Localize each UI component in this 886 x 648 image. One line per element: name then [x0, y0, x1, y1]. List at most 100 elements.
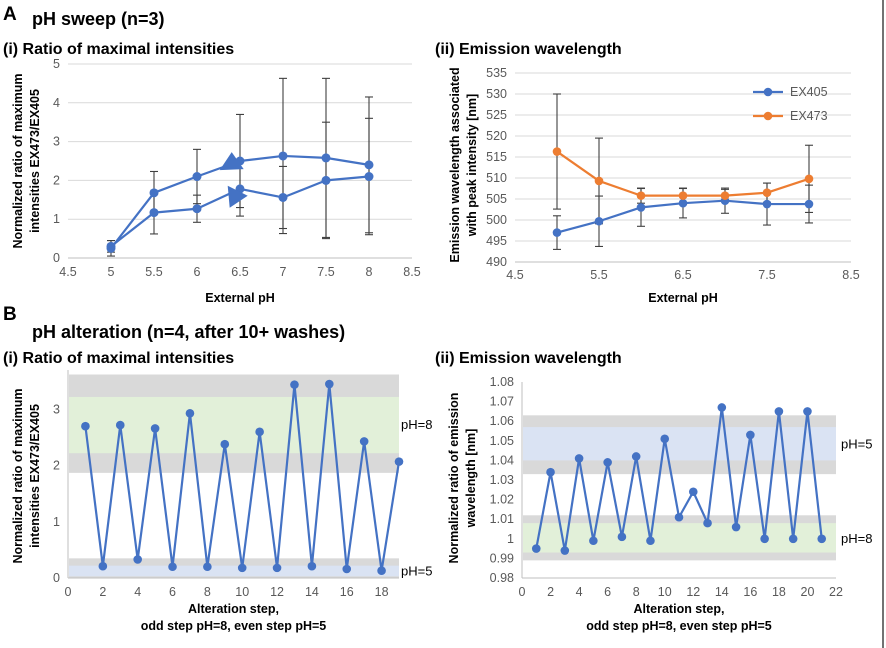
- y-axis-title-line: intensities EX473/EX405: [28, 404, 42, 548]
- series-wavelength-point: [646, 536, 655, 546]
- y-tick-label: 1: [53, 212, 60, 226]
- chart-ratio-ph-sweep: 0 1 2 3 4 5 4.5 5 5.5 6 6.5 7 7.5 8 8.5 External pH Norm…: [11, 57, 421, 305]
- x-tick-label: 0: [65, 585, 72, 599]
- reference-band: [523, 427, 836, 461]
- series-ratio-point: [185, 408, 195, 418]
- panel-b-i-subtitle: (i) Ratio of maximal intensities: [3, 350, 234, 367]
- legend-swatch-point: [763, 87, 773, 97]
- series-wavelength-point: [703, 518, 712, 528]
- panel-a-title: pH sweep (n=3): [32, 9, 165, 29]
- x-tick-label: 0: [519, 585, 526, 599]
- series-ex473-point: [594, 176, 604, 186]
- panel-b-letter: B: [3, 304, 17, 325]
- x-tick-label: 4.5: [506, 268, 523, 282]
- x-tick-label: 18: [375, 585, 389, 599]
- series-wavelength-point: [731, 522, 741, 532]
- series-wavelength-point: [574, 454, 584, 463]
- y-tick-label: 0: [53, 251, 60, 265]
- x-axis-title-line: odd step pH=8, even step pH=5: [586, 619, 772, 633]
- y-axis-title: Emission wavelength associated with peak …: [448, 67, 479, 262]
- series-ratio-point: [394, 457, 404, 466]
- series-lower-point: [149, 208, 159, 218]
- x-tick-label: 6: [194, 265, 201, 279]
- x-tick-label: 16: [340, 585, 354, 599]
- series-ratio-point: [237, 563, 247, 573]
- x-axis-title-line: odd step pH=8, even step pH=5: [141, 619, 327, 633]
- x-tick-label: 14: [715, 585, 729, 599]
- y-tick-label: 510: [486, 171, 507, 185]
- legend-label: EX473: [790, 109, 828, 123]
- y-tick-label: 490: [486, 255, 507, 269]
- x-tick-label: 4: [134, 585, 141, 599]
- y-tick-label: 2: [53, 173, 60, 187]
- series-wavelength-point: [674, 512, 684, 522]
- series-ratio-point: [359, 437, 369, 446]
- reference-band: [523, 523, 836, 553]
- panel-b-title: pH alteration (n=4, after 10+ washes): [32, 322, 345, 342]
- x-tick-label: 6: [169, 585, 176, 599]
- band-label-ph8: pH=8: [401, 417, 432, 432]
- y-axis-title-line: Normalized ratio of emission: [447, 393, 461, 564]
- x-tick-label: 10: [235, 585, 249, 599]
- x-tick-label: 4.5: [59, 265, 76, 279]
- series-ex473-point: [552, 147, 562, 156]
- series-ratio-point: [220, 439, 230, 449]
- series-wavelength-point: [774, 407, 784, 416]
- series-ratio-point: [168, 562, 177, 572]
- x-tick-label: 7.5: [758, 268, 775, 282]
- x-tick-label: 4: [576, 585, 583, 599]
- series-ex473-point: [762, 188, 772, 197]
- series-ratio-point: [307, 561, 317, 571]
- series-lower-point: [192, 204, 202, 214]
- series-ex473-point: [720, 191, 730, 200]
- y-tick-label: 1.04: [490, 453, 514, 467]
- y-tick-label: 5: [53, 57, 60, 71]
- band-label-ph5: pH=5: [401, 563, 432, 578]
- y-tick-label: 1.07: [490, 395, 514, 409]
- direction-arrow-up: [219, 152, 244, 171]
- y-axis-title-line: Normalized ratio of maximum: [11, 388, 25, 563]
- x-tick-label: 10: [658, 585, 672, 599]
- series-ex473-point: [678, 191, 688, 200]
- y-tick-label: 525: [486, 108, 507, 122]
- y-tick-label: 535: [486, 66, 507, 80]
- y-tick-label: 4: [53, 96, 60, 110]
- y-axis-title: Normalized ratio of maximum intensities E…: [11, 73, 42, 248]
- x-tick-label: 6.5: [231, 265, 248, 279]
- series-upper-point: [321, 153, 331, 163]
- y-tick-label: 495: [486, 234, 507, 248]
- x-tick-label: 8: [366, 265, 373, 279]
- x-tick-label: 20: [801, 585, 815, 599]
- x-tick-label: 7.5: [317, 265, 334, 279]
- y-tick-label: 3: [53, 402, 60, 416]
- series-ex405-point: [678, 198, 688, 208]
- y-tick-label: 2: [53, 459, 60, 473]
- series-wavelength-point: [589, 536, 598, 546]
- y-axis-title: Normalized ratio of emission wavelength […: [447, 393, 478, 564]
- series-upper-point: [149, 188, 159, 198]
- y-axis-title: Normalized ratio of maximum intensities E…: [11, 388, 42, 563]
- band-label-ph8: pH=8: [841, 531, 872, 546]
- series-ex405-point: [804, 199, 814, 209]
- y-tick-label: 1.03: [490, 473, 514, 487]
- series-wavelength-point: [803, 407, 812, 416]
- x-tick-label: 2: [99, 585, 106, 599]
- series-ratio-point: [150, 424, 160, 433]
- series-ratio-point: [272, 563, 282, 573]
- x-tick-label: 16: [743, 585, 757, 599]
- panel-b-ii-subtitle: (ii) Emission wavelength: [435, 350, 622, 367]
- y-tick-label: 1.02: [490, 493, 514, 507]
- series-wavelength-point: [717, 403, 727, 412]
- series-ex473-point: [636, 191, 646, 200]
- x-tick-label: 8.5: [842, 268, 859, 282]
- series-ex405-point: [552, 228, 562, 237]
- x-tick-label: 12: [686, 585, 700, 599]
- y-tick-label: 1.05: [490, 434, 514, 448]
- series-ratio-point: [133, 555, 142, 564]
- y-axis-title-line: intensities EX473/EX405: [28, 89, 42, 233]
- chart-wavelength-ph-sweep: 490 495 500 505 510 515 520 525 530 535 4.5 5.5 6.5 7…: [448, 66, 860, 305]
- series-ratio-point: [203, 562, 212, 572]
- series-wavelength-point: [617, 532, 627, 542]
- x-tick-label: 14: [305, 585, 319, 599]
